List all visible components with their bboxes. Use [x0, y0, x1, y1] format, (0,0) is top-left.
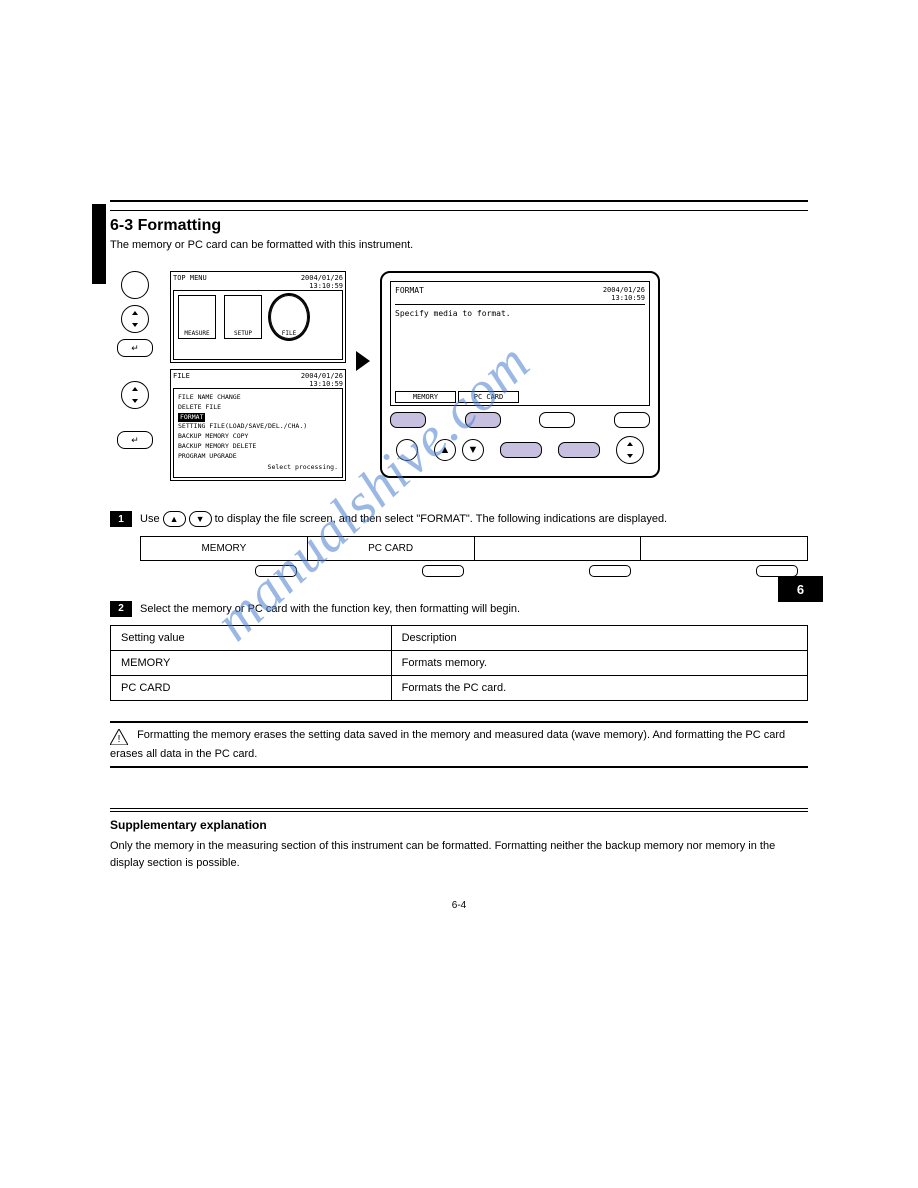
table-header: Description: [391, 626, 807, 651]
softkey-cell: [641, 537, 807, 560]
screen-title: TOP MENU: [173, 274, 207, 290]
supplement-section: Supplementary explanation Only the memor…: [110, 808, 808, 871]
setup-icon: SETUP: [224, 295, 262, 339]
up-key-icon: ▲: [434, 439, 456, 461]
settings-table: Setting value Description MEMORY Formats…: [110, 625, 808, 701]
screen-date: 2004/01/26: [603, 286, 645, 294]
f3-key-icon: [539, 412, 575, 428]
table-cell: PC CARD: [111, 676, 392, 701]
screen-time: 13:10:59: [309, 282, 343, 290]
chapter-page-tab: 6: [778, 576, 823, 602]
list-item: SETTING FILE(LOAD/SAVE/DEL./CHA.): [178, 422, 307, 430]
chapter-tab: [92, 204, 106, 284]
esc-key-icon: [500, 442, 542, 458]
softkey-cell: [475, 537, 642, 560]
small-screens: TOP MENU 2004/01/26 13:10:59 MEASURE SET…: [170, 271, 346, 487]
menu-button-icon: [121, 271, 149, 299]
step-text: Select the memory or PC card with the fu…: [140, 601, 808, 618]
page-number: 6-4: [0, 900, 918, 911]
fkey-icon: [422, 565, 464, 577]
menu-key-icon: [396, 439, 418, 461]
list-item: DELETE FILE: [178, 403, 221, 411]
step-text: Use: [140, 513, 163, 525]
table-cell: MEMORY: [111, 651, 392, 676]
screen-time: 13:10:59: [309, 380, 343, 388]
screen-date: 2004/01/26: [301, 372, 343, 380]
arrow-icon: [356, 271, 370, 371]
fkey-icon: [756, 565, 798, 577]
diagram-row: ↵ ↵ TOP MENU 2004/01/26 13:10:59 MEASURE…: [110, 271, 808, 487]
svg-text:!: !: [118, 734, 121, 745]
up-key-icon: ▲: [163, 511, 186, 527]
measure-icon: MEASURE: [178, 295, 216, 339]
f2-key-icon: [465, 412, 501, 428]
fkey-icon: [589, 565, 631, 577]
f1-key-icon: [390, 412, 426, 428]
device-panel: FORMAT 2004/01/26 13:10:59 Specify media…: [380, 271, 660, 478]
table-cell: Formats the PC card.: [391, 676, 807, 701]
list-item: BACKUP MEMORY COPY: [178, 432, 248, 440]
list-item-selected: FORMAT: [178, 413, 205, 423]
step-number: 2: [110, 601, 132, 617]
step-text: to display the file screen, and then sel…: [215, 513, 668, 525]
softkey-label: MEMORY: [395, 391, 456, 403]
screen-title: FILE: [173, 372, 190, 388]
dpad-icon: [121, 305, 149, 333]
section-title: 6-3 Formatting: [110, 217, 808, 235]
fkey-icon: [255, 565, 297, 577]
dpad-key-icon: [616, 436, 644, 464]
enter-button-icon: ↵: [117, 431, 153, 449]
device-screen: FORMAT 2004/01/26 13:10:59 Specify media…: [390, 281, 650, 406]
page: 6-3 Formatting The memory or PC card can…: [0, 0, 918, 931]
step-2: 2 Select the memory or PC card with the …: [110, 601, 808, 618]
step-number: 1: [110, 511, 132, 527]
list-item: BACKUP MEMORY DELETE: [178, 442, 256, 450]
list-item: FILE NAME CHANGE: [178, 393, 241, 401]
table-row: PC CARD Formats the PC card.: [111, 676, 808, 701]
table-header: Setting value: [111, 626, 392, 651]
screen-time: 13:10:59: [611, 294, 645, 302]
softkey-cell: PC CARD: [308, 537, 475, 560]
softkey-cell: MEMORY: [141, 537, 308, 560]
supplement-title: Supplementary explanation: [110, 818, 808, 832]
f4-key-icon: [614, 412, 650, 428]
button-column: ↵ ↵: [110, 271, 160, 449]
list-footer: Select processing.: [178, 463, 338, 473]
softkey-under: [140, 565, 808, 577]
enter-button-icon: ↵: [117, 339, 153, 357]
dpad-icon: [121, 381, 149, 409]
caution-box: ! Formatting the memory erases the setti…: [110, 721, 808, 768]
list-item: PROGRAM UPGRADE: [178, 452, 237, 460]
screen-title: FORMAT: [395, 286, 424, 302]
caution-text: Formatting the memory erases the setting…: [110, 729, 785, 760]
screen-body: Specify media to format.: [395, 304, 645, 318]
file-icon: FILE: [270, 295, 308, 339]
enter-key-icon: [558, 442, 600, 458]
supplement-text: Only the memory in the measuring section…: [110, 838, 808, 871]
softkey-row: MEMORY PC CARD: [140, 536, 808, 561]
chapter-header: [110, 200, 808, 211]
down-key-icon: ▼: [189, 511, 212, 527]
step-1: 1 Use ▲ ▼ to display the file screen, an…: [110, 511, 808, 593]
top-menu-screen: TOP MENU 2004/01/26 13:10:59 MEASURE SET…: [170, 271, 346, 363]
file-menu-screen: FILE 2004/01/26 13:10:59 FILE NAME CHANG…: [170, 369, 346, 481]
down-key-icon: ▼: [462, 439, 484, 461]
screen-date: 2004/01/26: [301, 274, 343, 282]
table-row: MEMORY Formats memory.: [111, 651, 808, 676]
section-subtitle: The memory or PC card can be formatted w…: [110, 239, 808, 251]
table-cell: Formats memory.: [391, 651, 807, 676]
warning-icon: !: [110, 729, 128, 748]
softkey-label: PC CARD: [458, 391, 519, 403]
